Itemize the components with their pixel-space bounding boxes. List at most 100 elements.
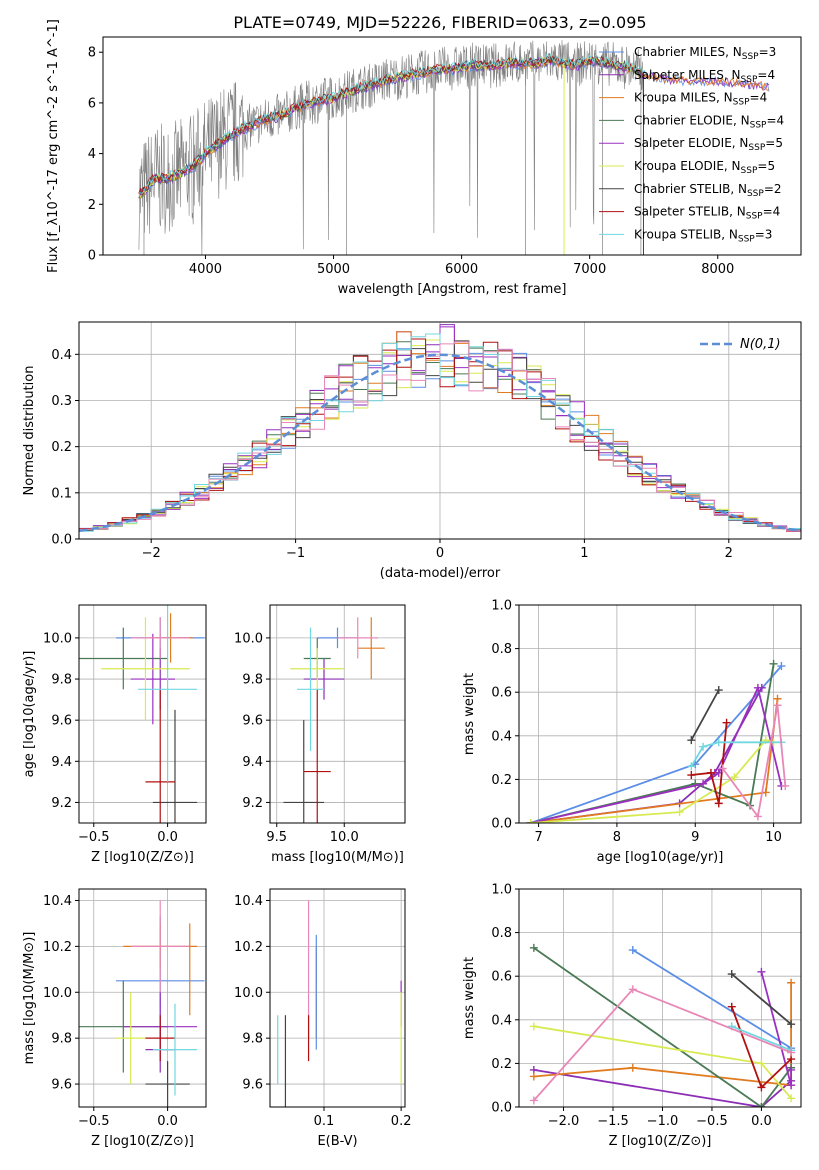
y-axis-label: Flux [f_λ10^-17 erg cm^-2 s^-1 A^-1] bbox=[46, 19, 61, 273]
x-tick-label: −2.0 bbox=[548, 1114, 580, 1129]
x-tick-label: 9.5 bbox=[266, 830, 287, 845]
y-tick-label: 0.0 bbox=[51, 533, 72, 548]
x-axis-label: Z [log10(Z/Z⊙)] bbox=[609, 1134, 712, 1149]
legend-label: Salpeter STELIB, NSSP=4 bbox=[634, 205, 780, 222]
data-point bbox=[757, 1083, 766, 1092]
x-tick-label: 0.1 bbox=[314, 1114, 335, 1129]
x-axis-label: Z [log10(Z/Z⊙)] bbox=[91, 850, 194, 865]
series-line bbox=[530, 663, 775, 823]
panel-age_vs_Z: −0.5 0.0 9.2 9.4 9.6 9.8 10.0 Z [log10(Z/Z⊙)] ag… bbox=[22, 604, 207, 865]
x-tick-label: 6000 bbox=[445, 262, 478, 277]
plot-area-mass_vs_EBV bbox=[277, 900, 402, 1107]
y-tick-label: 10.4 bbox=[234, 894, 263, 909]
y-tick-label: 9.6 bbox=[242, 1078, 263, 1093]
data-point bbox=[787, 1065, 796, 1074]
plot-area-massweight_vs_age bbox=[526, 659, 790, 823]
panel-residuals: −2 −1 0 1 2 0.0 0.1 0.2 0.3 0.4 (data-model)/error… bbox=[22, 321, 802, 581]
data-point bbox=[773, 701, 782, 710]
y-tick-label: 0.2 bbox=[491, 773, 512, 788]
x-tick-label: −1 bbox=[286, 546, 305, 561]
data-point bbox=[699, 742, 708, 751]
y-tick-label: 10.4 bbox=[43, 894, 72, 909]
x-tick-label: −1.5 bbox=[597, 1114, 629, 1129]
y-tick-label: 1.0 bbox=[491, 599, 512, 614]
axes-frame bbox=[518, 604, 802, 824]
x-tick-label: 0 bbox=[436, 546, 444, 561]
series-line bbox=[533, 947, 792, 1107]
y-tick-label: 9.8 bbox=[242, 673, 263, 688]
x-axis-label: age [log10(age/yr)] bbox=[597, 850, 724, 865]
x-tick-label: 7000 bbox=[573, 262, 606, 277]
panels: 4000 5000 6000 7000 8000 0 2 4 6 8 wavelength [Ang… bbox=[22, 19, 802, 1149]
legend-label: Kroupa ELODIE, NSSP=5 bbox=[634, 159, 775, 176]
y-axis-label: mass weight bbox=[462, 673, 477, 755]
y-axis-label: age [log10(age/yr)] bbox=[22, 651, 37, 778]
plot-area-spectrum bbox=[138, 40, 770, 255]
panel-spectrum: 4000 5000 6000 7000 8000 0 2 4 6 8 wavelength [Ang… bbox=[46, 19, 802, 297]
y-tick-label: 0.8 bbox=[491, 926, 512, 941]
data-point bbox=[753, 683, 762, 692]
x-tick-label: 2 bbox=[725, 546, 733, 561]
data-point bbox=[787, 1094, 796, 1103]
y-tick-label: 10.0 bbox=[234, 631, 263, 646]
series-line bbox=[731, 1025, 792, 1052]
data-point bbox=[529, 1072, 538, 1081]
data-point bbox=[628, 985, 637, 994]
data-point bbox=[714, 686, 723, 695]
y-tick-label: 0.0 bbox=[491, 817, 512, 832]
plot-area-age_vs_Z bbox=[79, 605, 205, 823]
y-tick-label: 0.6 bbox=[491, 686, 512, 701]
y-axis-label: mass weight bbox=[462, 957, 477, 1039]
y-tick-label: 8 bbox=[88, 46, 96, 61]
panel-mass_vs_EBV: 0.1 0.2 9.6 9.8 10.0 10.2 10.4 E(B-V) bbox=[234, 888, 412, 1149]
histogram-series bbox=[79, 341, 801, 533]
y-axis-label: Normed distribution bbox=[22, 366, 37, 496]
figure-title: PLATE=0749, MJD=52226, FIBERID=0633, z=0… bbox=[233, 13, 646, 32]
x-tick-label: 8 bbox=[613, 830, 621, 845]
x-tick-label: 9 bbox=[691, 830, 699, 845]
data-point bbox=[687, 762, 696, 771]
y-tick-label: 9.6 bbox=[242, 714, 263, 729]
x-axis-label: wavelength [Angstrom, rest frame] bbox=[338, 282, 567, 297]
x-tick-label: 5000 bbox=[317, 262, 350, 277]
data-point bbox=[706, 768, 715, 777]
y-tick-label: 1.0 bbox=[491, 883, 512, 898]
plot-area-mass_vs_Z bbox=[79, 900, 205, 1107]
y-tick-label: 0 bbox=[88, 249, 96, 264]
plot-area-age_vs_mass bbox=[283, 617, 385, 823]
data-point bbox=[727, 1002, 736, 1011]
data-point bbox=[628, 946, 637, 955]
y-tick-label: 0.6 bbox=[491, 970, 512, 985]
panel-mass_vs_Z: −0.5 0.0 9.6 9.8 10.0 10.2 10.4 Z [log10(Z/Z⊙)]… bbox=[22, 888, 207, 1149]
series-line bbox=[533, 1069, 792, 1107]
axes-frame bbox=[269, 888, 406, 1108]
x-tick-label: −0.5 bbox=[78, 830, 110, 845]
y-tick-label: 10.2 bbox=[43, 940, 72, 955]
x-tick-label: 0.0 bbox=[751, 1114, 772, 1129]
data-point bbox=[757, 967, 766, 976]
x-tick-label: 1 bbox=[580, 546, 588, 561]
data-point bbox=[787, 978, 796, 987]
legend-label: Chabrier ELODIE, NSSP=4 bbox=[634, 113, 784, 130]
series-line bbox=[632, 949, 792, 1049]
y-tick-label: 0.4 bbox=[491, 729, 512, 744]
y-tick-label: 9.2 bbox=[51, 796, 72, 811]
x-tick-label: 0.2 bbox=[391, 1114, 412, 1129]
data-point bbox=[757, 1059, 766, 1068]
data-point bbox=[529, 1022, 538, 1031]
data-point bbox=[769, 659, 778, 668]
data-point bbox=[718, 764, 727, 773]
x-tick-label: −1.0 bbox=[647, 1114, 679, 1129]
series-line bbox=[690, 689, 720, 741]
axes-frame bbox=[102, 36, 802, 256]
data-point bbox=[757, 1103, 766, 1107]
y-tick-label: 9.8 bbox=[51, 673, 72, 688]
series-line bbox=[530, 665, 783, 823]
data-point bbox=[727, 970, 736, 979]
series-line bbox=[721, 705, 787, 819]
y-axis-label: mass [log10(M/M⊙)] bbox=[22, 932, 37, 1065]
data-point bbox=[714, 799, 723, 808]
model-line bbox=[138, 54, 644, 199]
data-point bbox=[787, 1081, 796, 1090]
x-axis-label: mass [log10(M/M⊙)] bbox=[271, 850, 404, 865]
